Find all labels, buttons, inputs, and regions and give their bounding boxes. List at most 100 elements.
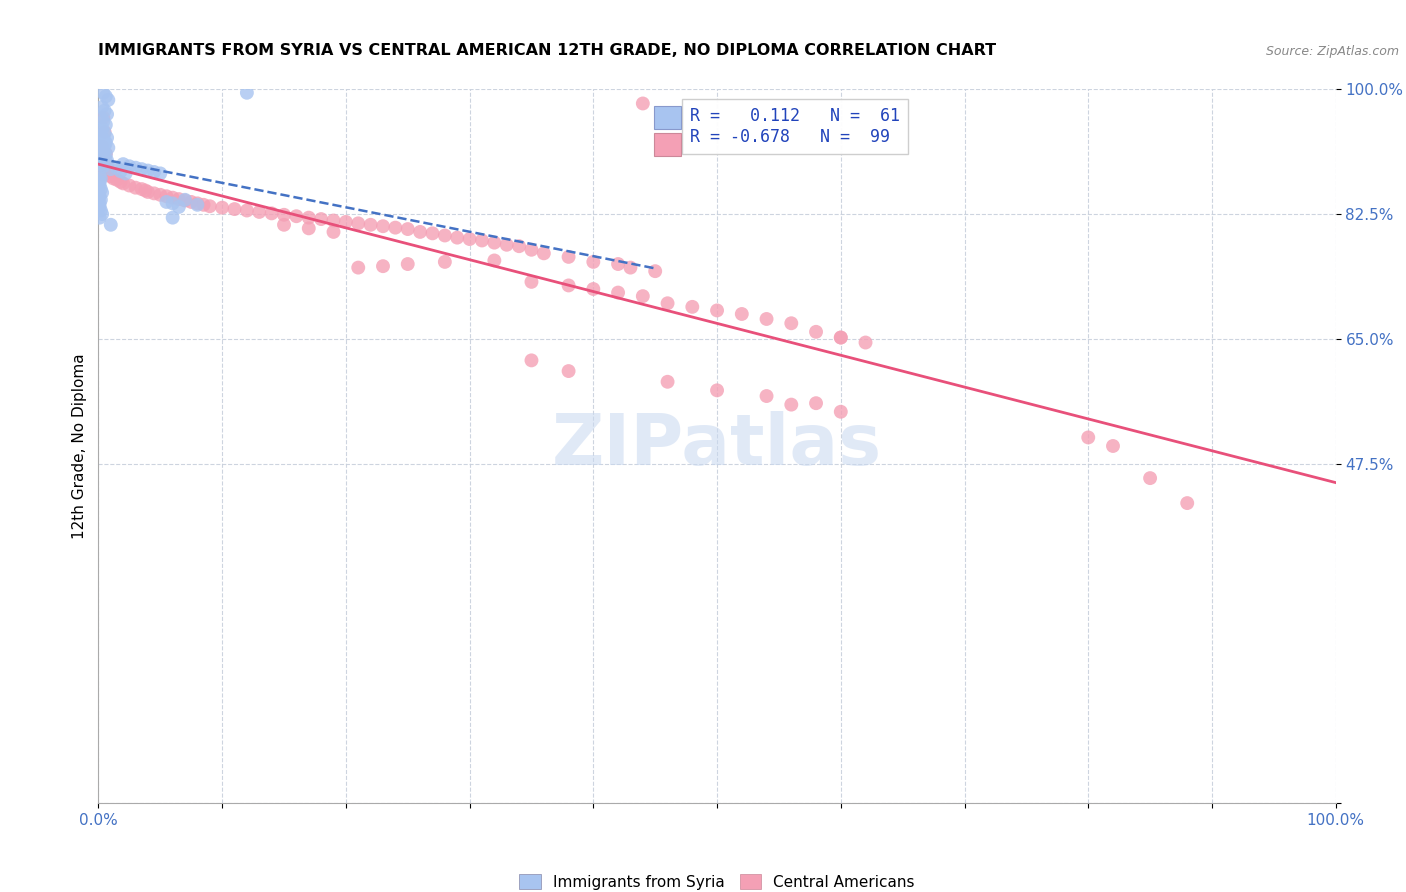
Point	[91, 100, 114, 114]
Point	[422, 227, 444, 241]
Point	[186, 196, 208, 211]
Point	[93, 114, 115, 128]
Point	[731, 307, 754, 321]
Point	[446, 230, 468, 244]
Point	[260, 206, 283, 220]
Point	[830, 330, 852, 344]
Point	[1077, 430, 1099, 444]
Point	[124, 180, 146, 194]
Point	[93, 153, 115, 168]
Point	[471, 234, 494, 248]
Point	[93, 125, 115, 139]
Point	[371, 219, 394, 234]
Point	[755, 389, 778, 403]
Point	[90, 182, 112, 196]
Point	[180, 194, 202, 209]
Point	[93, 146, 115, 161]
Point	[105, 173, 128, 187]
Point	[100, 162, 122, 177]
Point	[155, 189, 177, 203]
Point	[91, 121, 114, 136]
Point	[631, 96, 654, 111]
Point	[94, 89, 117, 103]
Point	[110, 175, 132, 189]
Point	[91, 145, 114, 159]
Point	[224, 202, 246, 216]
Point	[143, 165, 166, 179]
Point	[247, 205, 270, 219]
Point	[91, 207, 114, 221]
Point	[91, 139, 114, 153]
Point	[433, 228, 456, 243]
Point	[96, 159, 118, 173]
Point	[273, 208, 295, 222]
Point	[409, 225, 432, 239]
Point	[100, 169, 122, 184]
Point	[91, 157, 114, 171]
Point	[124, 161, 146, 175]
Point	[93, 111, 115, 125]
Point	[91, 186, 114, 200]
Point	[855, 335, 877, 350]
Point	[94, 146, 117, 161]
Point	[607, 257, 630, 271]
Point	[90, 171, 112, 186]
Point	[89, 175, 111, 189]
Point	[93, 103, 115, 118]
Point	[90, 157, 112, 171]
Bar	[654, 106, 681, 129]
Point	[155, 194, 177, 209]
Point	[89, 155, 111, 169]
Point	[298, 211, 321, 225]
Point	[112, 157, 135, 171]
Point	[780, 316, 803, 330]
Point	[657, 114, 679, 128]
Point	[94, 148, 117, 162]
Point	[657, 296, 679, 310]
Point	[93, 86, 115, 100]
Point	[97, 93, 120, 107]
Point	[236, 203, 259, 218]
Point	[90, 137, 112, 152]
Point	[90, 193, 112, 207]
Point	[780, 398, 803, 412]
Point	[396, 257, 419, 271]
Point	[89, 196, 111, 211]
Point	[167, 200, 190, 214]
Point	[484, 253, 506, 268]
Point	[830, 330, 852, 344]
Point	[396, 222, 419, 236]
Point	[322, 225, 344, 239]
Point	[96, 130, 118, 145]
Point	[97, 164, 120, 178]
Point	[557, 364, 579, 378]
Point	[433, 255, 456, 269]
Point	[520, 275, 543, 289]
Point	[93, 161, 115, 175]
Point	[90, 203, 112, 218]
Point	[657, 375, 679, 389]
Point	[347, 260, 370, 275]
Point	[136, 185, 159, 199]
Point	[1139, 471, 1161, 485]
Y-axis label: 12th Grade, No Diploma: 12th Grade, No Diploma	[72, 353, 87, 539]
Text: IMMIGRANTS FROM SYRIA VS CENTRAL AMERICAN 12TH GRADE, NO DIPLOMA CORRELATION CHA: IMMIGRANTS FROM SYRIA VS CENTRAL AMERICA…	[98, 43, 997, 58]
Point	[371, 259, 394, 273]
Bar	[654, 134, 681, 156]
Point	[93, 139, 115, 153]
Point	[335, 215, 357, 229]
Point	[681, 300, 703, 314]
Point	[131, 162, 153, 177]
Point	[134, 184, 156, 198]
Point	[89, 189, 111, 203]
Text: ZIPatlas: ZIPatlas	[553, 411, 882, 481]
Point	[93, 168, 115, 182]
Point	[458, 232, 481, 246]
Point	[495, 237, 517, 252]
Point	[520, 353, 543, 368]
Point	[90, 150, 112, 164]
Point	[174, 194, 197, 208]
Point	[103, 171, 125, 186]
Point	[149, 166, 172, 180]
Point	[384, 220, 406, 235]
